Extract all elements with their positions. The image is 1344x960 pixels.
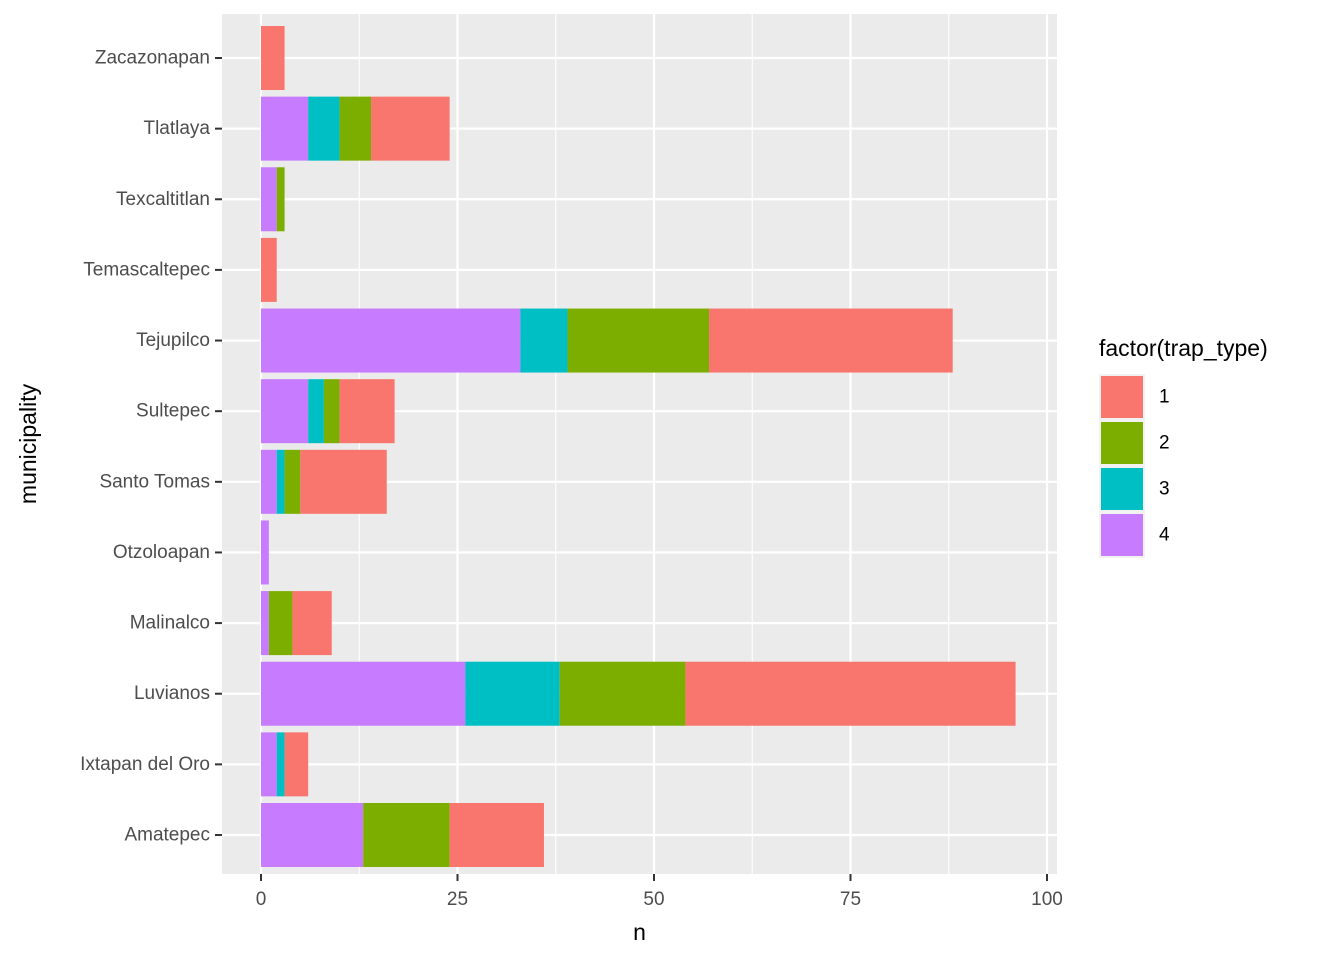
bar-segment: Sultepec — 1: 7 <box>339 379 395 444</box>
x-tick-label: 50 <box>643 889 664 910</box>
bar-segment: Malinalco — 4: 1 <box>261 591 269 656</box>
y-tick-label: Ixtapan del Oro <box>80 754 210 775</box>
bar-segment: Tlatlaya — 3: 4 <box>308 96 340 161</box>
bar-segment: Ixtapan del Oro — 4: 2 <box>261 732 277 797</box>
legend-key-swatch <box>1101 422 1143 464</box>
bar-segment: Sultepec — 3: 2 <box>308 379 324 444</box>
legend-label: 4 <box>1159 525 1170 546</box>
legend-label: 1 <box>1159 387 1170 408</box>
bar-segment: Tlatlaya — 4: 6 <box>261 96 309 161</box>
bars: Amatepec — 4: 13Amatepec — 2: 11Amatepec… <box>261 26 1016 867</box>
x-tick-label: 25 <box>447 889 468 910</box>
bar-segment: Sultepec — 4: 6 <box>261 379 309 444</box>
legend-label: 3 <box>1159 479 1170 500</box>
y-tick-label: Malinalco <box>130 613 210 634</box>
bar-segment: Ixtapan del Oro — 3: 1 <box>276 732 285 797</box>
y-tick-label: Tlatlaya <box>143 118 210 139</box>
bar-segment: Tejupilco — 1: 31 <box>709 308 953 373</box>
legend-key-swatch <box>1101 468 1143 510</box>
bar-segment: Amatepec — 1: 12 <box>449 803 544 867</box>
x-axis-title: n <box>633 919 646 945</box>
y-tick-label: Temascaltepec <box>83 259 210 280</box>
bar-segment: Texcaltitlan — 2: 1 <box>276 167 285 232</box>
y-tick-label: Luvianos <box>134 683 210 704</box>
bar-segment: Otzoloapan — 4: 1 <box>261 520 269 585</box>
bar-segment: Luvianos — 4: 26 <box>261 661 466 726</box>
bar-segment: Malinalco — 1: 5 <box>292 591 332 656</box>
bar-segment: Luvianos — 3: 12 <box>465 661 560 726</box>
bar-segment: Amatepec — 2: 11 <box>363 803 450 867</box>
legend-label: 2 <box>1159 433 1170 454</box>
y-tick-label: Texcaltitlan <box>116 189 210 210</box>
y-axis: Amatepec Ixtapan del Oro Luvianos Malinalco… <box>80 48 222 846</box>
bar-segment: Zacazonapan — 1: 3 <box>261 26 285 90</box>
x-tick-label: 75 <box>840 889 861 910</box>
y-tick-label: Tejupilco <box>136 330 210 351</box>
y-tick-label: Santo Tomas <box>99 471 210 492</box>
bar-segment: Ixtapan del Oro — 1: 3 <box>284 732 309 797</box>
y-tick-label: Zacazonapan <box>95 48 210 69</box>
bar-segment: Santo Tomas — 4: 2 <box>261 449 277 514</box>
x-tick-label: 100 <box>1031 889 1063 910</box>
bar-segment: Tejupilco — 2: 18 <box>567 308 710 373</box>
bar-segment: Tejupilco — 3: 6 <box>520 308 568 373</box>
bar-segment: Santo Tomas — 3: 1 <box>276 449 285 514</box>
y-axis-title: municipality <box>15 383 41 504</box>
y-tick-label: Otzoloapan <box>113 542 210 563</box>
bar-segment: Amatepec — 4: 13 <box>261 803 364 867</box>
bar-segment: Texcaltitlan — 4: 2 <box>261 167 277 232</box>
x-axis: 0 25 50 75 100 <box>256 874 1063 910</box>
bar-segment: Temascaltepec — 1: 2 <box>261 237 277 302</box>
y-tick-label: Sultepec <box>136 401 210 422</box>
bar-segment: Malinalco — 2: 3 <box>268 591 293 656</box>
bar-segment: Luvianos — 2: 16 <box>559 661 686 726</box>
bar-segment: Sultepec — 2: 2 <box>323 379 340 444</box>
bar-segment: Luvianos — 1: 42 <box>685 661 1016 726</box>
bar-segment: Tejupilco — 4: 33 <box>261 308 521 373</box>
bar-segment: Santo Tomas — 1: 11 <box>300 449 387 514</box>
legend-key-swatch <box>1101 376 1143 418</box>
x-tick-label: 0 <box>256 889 267 910</box>
bar-segment: Santo Tomas — 2: 2 <box>284 449 301 514</box>
legend-key-swatch <box>1101 514 1143 556</box>
legend: factor(trap_type) 1 2 3 4 <box>1099 335 1268 558</box>
y-tick-label: Amatepec <box>124 825 210 846</box>
major-gridlines <box>222 14 1057 874</box>
legend-title: factor(trap_type) <box>1099 335 1268 361</box>
bar-segment: Tlatlaya — 1: 10 <box>371 96 450 161</box>
bar-segment: Tlatlaya — 2: 4 <box>339 96 372 161</box>
